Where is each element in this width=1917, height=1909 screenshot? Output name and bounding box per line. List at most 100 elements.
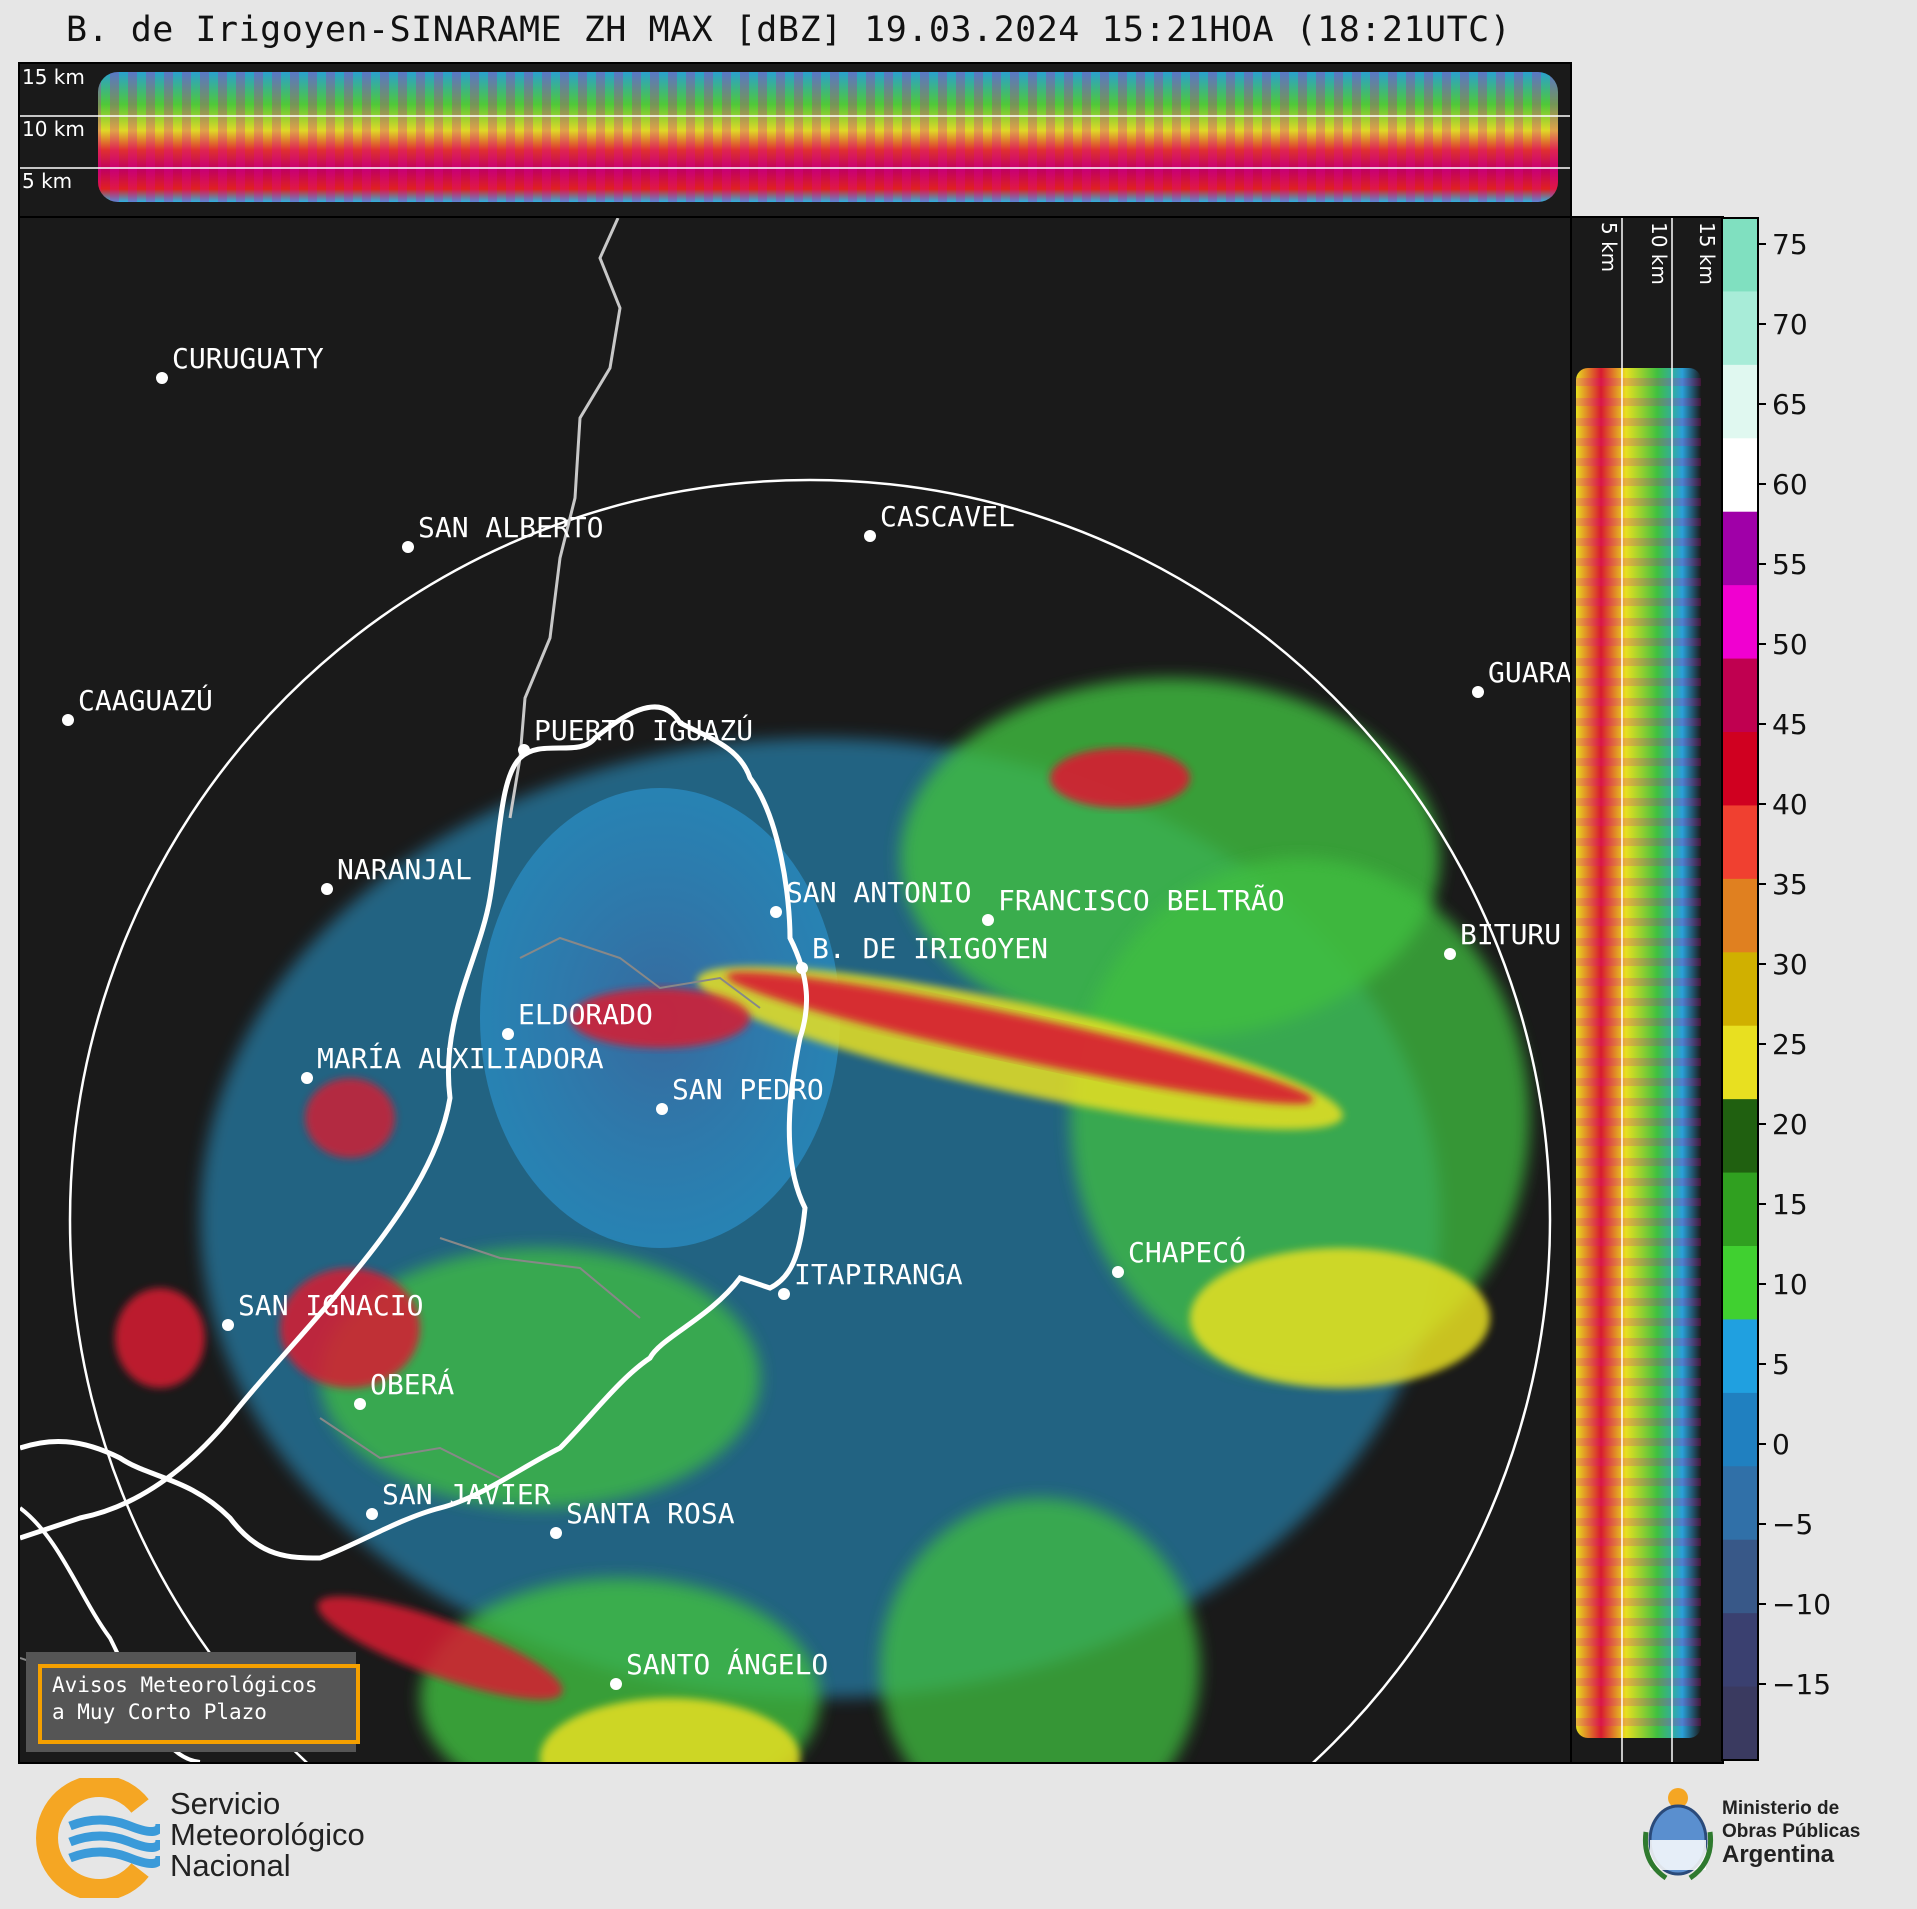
radar-range-ring (68, 478, 1552, 1762)
echo-red-maria (280, 1268, 420, 1388)
city-marker (982, 914, 994, 926)
city-marker (301, 1072, 313, 1084)
province-border-misiones (20, 704, 809, 1561)
colorbar-tick-label: 75 (1772, 228, 1808, 261)
colorbar-segment (1722, 878, 1758, 954)
city-label: B. DE IRIGOYEN (812, 932, 1048, 965)
city-label: CAAGUAZÚ (78, 683, 213, 717)
echo-red-ne (1050, 748, 1190, 808)
smn-line-2: Meteorológico (170, 1817, 365, 1852)
colorbar-tick-label: 20 (1772, 1108, 1808, 1141)
colorbar-tick-label: 10 (1772, 1268, 1808, 1301)
colorbar-tick-label: 25 (1772, 1028, 1808, 1061)
side-cross-section: 5 km 10 km 15 km (1570, 216, 1724, 1764)
colorbar-tick-label: 30 (1772, 948, 1808, 981)
colorbar-tick-label: −10 (1772, 1588, 1831, 1621)
city-marker (778, 1288, 790, 1300)
warning-box-border[interactable]: Avisos Meteorológicos a Muy Corto Plazo (38, 1664, 360, 1744)
city-label: MARÍA AUXILIADORA (317, 1041, 604, 1075)
city-marker (402, 541, 414, 553)
side-alt-label-15: 15 km (1695, 222, 1719, 285)
department-border-2 (439, 1237, 641, 1319)
city-marker (156, 372, 168, 384)
city-label: SANTA ROSA (566, 1497, 735, 1530)
smn-logo-arc (36, 1778, 149, 1898)
warning-box: Avisos Meteorológicos a Muy Corto Plazo (26, 1652, 360, 1752)
colorbar-segment (1722, 585, 1758, 660)
city-marker (1472, 686, 1484, 698)
coat-laurel-icon (1642, 1831, 1714, 1881)
colorbar-tick-label: 65 (1772, 388, 1808, 421)
city-label: SAN ALBERTO (418, 511, 603, 544)
colorbar-segment (1722, 1392, 1758, 1468)
city-marker (502, 1028, 514, 1040)
echo-green-sw (320, 1248, 760, 1508)
reflectivity-echoes (115, 678, 1530, 1762)
top-cross-section: 15 km 10 km 5 km (18, 62, 1572, 218)
colorbar-tick-label: 0 (1772, 1428, 1790, 1461)
city-marker (366, 1508, 378, 1520)
smn-logo-wave-1 (68, 1815, 160, 1836)
colorbar-segment (1722, 1686, 1758, 1761)
colorbar-tick-label: −15 (1772, 1668, 1831, 1701)
colorbar-tick-label: 5 (1772, 1348, 1790, 1381)
department-border-3 (319, 1417, 501, 1479)
city-marker (770, 906, 782, 918)
colorbar-gradient (1722, 218, 1758, 1761)
echo-green-s (880, 1498, 1200, 1762)
city-label: CASCAVEL (880, 500, 1015, 533)
colorbar-segment (1722, 1539, 1758, 1615)
ministry-name: Ministerio de Obras Públicas Argentina (1722, 1797, 1861, 1867)
city-label: ITAPIRANGA (794, 1258, 963, 1291)
smn-logo (36, 1778, 160, 1898)
city-label: ELDORADO (518, 998, 653, 1031)
side-alt-label-10: 10 km (1647, 222, 1671, 285)
top-alt-label-15: 15 km (22, 65, 85, 89)
colorbar-segment (1722, 291, 1758, 366)
colorbar-segment (1722, 1099, 1758, 1174)
echo-red-obera (317, 1596, 563, 1700)
colorbar-segment (1722, 805, 1758, 880)
city-marker (1444, 948, 1456, 960)
colorbar-tick-label: 45 (1772, 708, 1808, 741)
city-marker (796, 962, 808, 974)
city-marker (518, 744, 530, 756)
colorbar-segment (1722, 658, 1758, 733)
city-label: OBERÁ (370, 1367, 454, 1401)
echo-yellow-e (1190, 1248, 1490, 1388)
page-title: B. de Irigoyen-SINARAME ZH MAX [dBZ] 19.… (66, 10, 1512, 50)
city-label: GUARA (1488, 656, 1570, 689)
top-cross-section-texture (98, 72, 1558, 202)
smn-name: Servicio Meteorológico Nacional (170, 1788, 365, 1881)
city-label: PUERTO IGUAZÚ (534, 713, 753, 747)
city-marker (321, 883, 333, 895)
colorbar-tick-label: 55 (1772, 548, 1808, 581)
colorbar-segment (1722, 511, 1758, 587)
colorbar-segment (1722, 1319, 1758, 1394)
city-label: NARANJAL (337, 853, 472, 886)
colorbar-segment (1722, 218, 1758, 293)
warning-line-2: a Muy Corto Plazo (52, 1700, 267, 1724)
echo-red-band (726, 972, 1314, 1104)
colorbar-segment (1722, 1025, 1758, 1101)
colorbar-segment (1722, 1613, 1758, 1688)
colorbar-tick-label: 40 (1772, 788, 1808, 821)
city-marker (656, 1103, 668, 1115)
ministry-line-2: Obras Públicas (1722, 1821, 1861, 1842)
city-label: SAN PEDRO (672, 1073, 824, 1106)
city-label: SAN IGNACIO (238, 1289, 423, 1322)
colorbar-segment (1722, 1466, 1758, 1541)
argentina-coat-of-arms (1642, 1788, 1714, 1881)
top-cross-section-plot: 15 km 10 km 5 km (20, 65, 1570, 202)
city-marker (1112, 1266, 1124, 1278)
colorbar-tick-label: 50 (1772, 628, 1808, 661)
echo-red-w (115, 1288, 205, 1388)
echo-yellow-s (540, 1698, 800, 1762)
city-label: CURUGUATY (172, 342, 324, 375)
city-marker (354, 1398, 366, 1410)
colorbar-tick-label: 60 (1772, 468, 1808, 501)
smn-line-3: Nacional (170, 1848, 291, 1883)
city-label: CHAPECÓ (1128, 1235, 1246, 1269)
colorbar-segment (1722, 1246, 1758, 1321)
